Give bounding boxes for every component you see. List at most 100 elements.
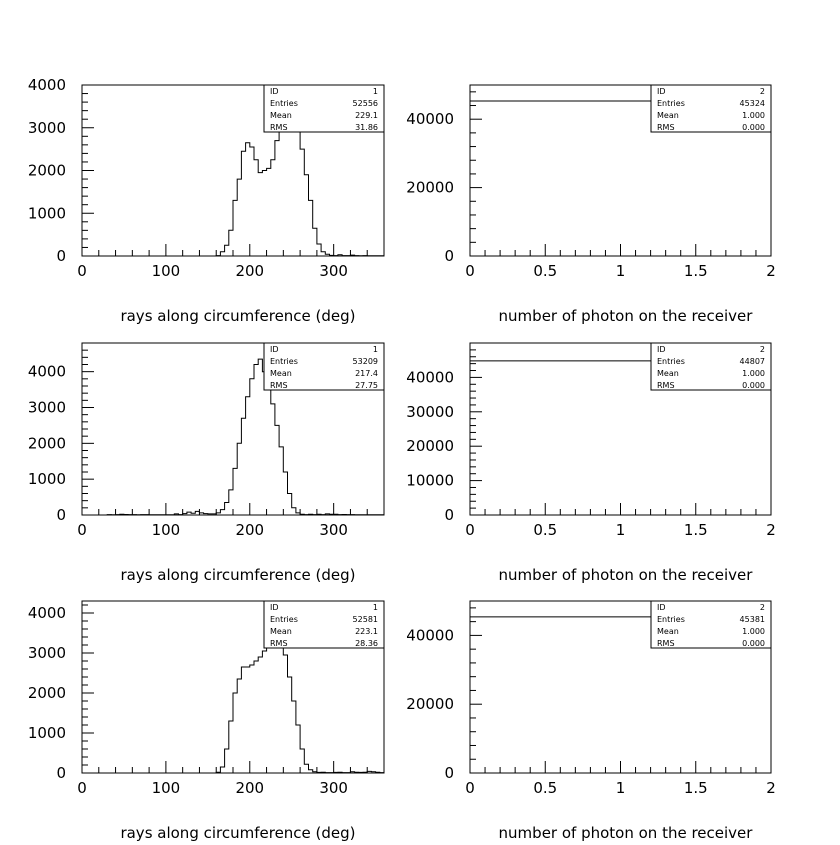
stat-label: RMS bbox=[270, 381, 288, 390]
y-tick-label: 1000 bbox=[28, 204, 66, 222]
stat-value: 31.86 bbox=[355, 123, 378, 132]
stat-label: Mean bbox=[657, 369, 679, 378]
stat-label: RMS bbox=[657, 123, 675, 132]
stat-label: RMS bbox=[657, 639, 675, 648]
stat-label: Entries bbox=[270, 615, 298, 624]
stat-label: Entries bbox=[270, 99, 298, 108]
x-tick-label: 1.5 bbox=[684, 521, 708, 539]
stat-label: ID bbox=[270, 603, 279, 612]
stats-box-frame bbox=[263, 600, 385, 649]
x-tick-label: 200 bbox=[235, 262, 264, 280]
stat-value: 1 bbox=[373, 603, 378, 612]
x-tick-label: 300 bbox=[319, 521, 348, 539]
y-tick-label: 4000 bbox=[28, 604, 66, 622]
y-tick-label: 3000 bbox=[28, 119, 66, 137]
y-tick-label: 20000 bbox=[406, 695, 454, 713]
y-tick-label: 4000 bbox=[28, 363, 66, 381]
stat-value: 27.75 bbox=[355, 381, 378, 390]
x-axis-label: rays along circumference (deg) bbox=[120, 566, 355, 584]
stat-label: Entries bbox=[657, 615, 685, 624]
stat-label: ID bbox=[270, 87, 279, 96]
stat-label: RMS bbox=[270, 123, 288, 132]
x-tick-label: 1 bbox=[616, 521, 626, 539]
stats-box: ID 2 Entries 44807 Mean 1.000 RMS 0.000 bbox=[650, 342, 772, 391]
y-tick-label: 2000 bbox=[28, 684, 66, 702]
y-tick-label: 4000 bbox=[28, 76, 66, 94]
stat-label: RMS bbox=[657, 381, 675, 390]
stat-label: Mean bbox=[270, 111, 292, 120]
histogram-steps bbox=[82, 358, 384, 515]
stats-box: ID 1 Entries 52556 Mean 229.1 RMS 31.86 bbox=[263, 84, 385, 133]
y-tick-label: 20000 bbox=[406, 179, 454, 197]
x-tick-label: 0 bbox=[465, 262, 475, 280]
stat-value: 28.36 bbox=[355, 639, 378, 648]
y-tick-label: 1000 bbox=[28, 470, 66, 488]
y-tick-label: 40000 bbox=[406, 110, 454, 128]
y-tick-label: 20000 bbox=[406, 437, 454, 455]
x-axis-label: number of photon on the receiver bbox=[499, 307, 754, 325]
stat-value: 2 bbox=[760, 87, 765, 96]
x-tick-label: 0 bbox=[77, 521, 87, 539]
stat-value: 45381 bbox=[740, 615, 765, 624]
y-tick-label: 40000 bbox=[406, 626, 454, 644]
x-tick-label: 2 bbox=[766, 779, 776, 797]
y-tick-label: 0 bbox=[444, 764, 454, 782]
stat-value: 0.000 bbox=[742, 123, 765, 132]
stat-label: ID bbox=[657, 603, 666, 612]
stat-label: ID bbox=[270, 345, 279, 354]
stats-box: ID 1 Entries 52581 Mean 223.1 RMS 28.36 bbox=[263, 600, 385, 649]
x-tick-label: 0.5 bbox=[533, 779, 557, 797]
stats-box-frame bbox=[263, 84, 385, 133]
stat-value: 1.000 bbox=[742, 369, 765, 378]
stat-label: Entries bbox=[657, 99, 685, 108]
stat-label: Mean bbox=[270, 369, 292, 378]
y-tick-label: 0 bbox=[56, 247, 66, 265]
y-tick-label: 10000 bbox=[406, 472, 454, 490]
x-tick-label: 0.5 bbox=[533, 262, 557, 280]
stat-label: Mean bbox=[657, 627, 679, 636]
x-tick-label: 2 bbox=[766, 521, 776, 539]
stat-value: 217.4 bbox=[355, 369, 378, 378]
stat-label: RMS bbox=[270, 639, 288, 648]
y-tick-label: 2000 bbox=[28, 162, 66, 180]
y-tick-label: 40000 bbox=[406, 368, 454, 386]
stat-value: 229.1 bbox=[355, 111, 378, 120]
stats-box-frame bbox=[650, 600, 772, 649]
x-tick-label: 0.5 bbox=[533, 521, 557, 539]
stat-value: 52581 bbox=[353, 615, 378, 624]
histogram-panel-6: 0 0.5 1 1.5 2 0 20000 40000 number of photon on … bbox=[406, 600, 776, 842]
stats-box-frame bbox=[263, 342, 385, 391]
x-tick-label: 300 bbox=[319, 262, 348, 280]
stats-box: ID 2 Entries 45381 Mean 1.000 RMS 0.000 bbox=[650, 600, 772, 649]
x-tick-label: 1.5 bbox=[684, 779, 708, 797]
stats-box-frame bbox=[650, 342, 772, 391]
y-tick-label: 0 bbox=[56, 764, 66, 782]
x-tick-label: 1.5 bbox=[684, 262, 708, 280]
histogram-panel-4: 0 0.5 1 1.5 2 0 10000 20000 30000 40000 number of … bbox=[406, 342, 776, 584]
stat-value: 0.000 bbox=[742, 639, 765, 648]
histogram-steps bbox=[82, 632, 384, 773]
y-tick-label: 3000 bbox=[28, 644, 66, 662]
stat-value: 0.000 bbox=[742, 381, 765, 390]
stats-box: ID 1 Entries 53209 Mean 217.4 RMS 27.75 bbox=[263, 342, 385, 391]
stat-value: 44807 bbox=[740, 357, 765, 366]
stat-label: Mean bbox=[657, 111, 679, 120]
x-tick-label: 100 bbox=[152, 521, 181, 539]
stat-value: 2 bbox=[760, 603, 765, 612]
x-tick-label: 200 bbox=[235, 779, 264, 797]
stat-value: 1 bbox=[373, 345, 378, 354]
stat-value: 1.000 bbox=[742, 627, 765, 636]
x-axis-label: rays along circumference (deg) bbox=[120, 824, 355, 842]
y-tick-label: 0 bbox=[444, 247, 454, 265]
stat-value: 1.000 bbox=[742, 111, 765, 120]
y-tick-label: 30000 bbox=[406, 403, 454, 421]
y-tick-label: 1000 bbox=[28, 724, 66, 742]
x-tick-label: 100 bbox=[152, 779, 181, 797]
stats-box: ID 2 Entries 45324 Mean 1.000 RMS 0.000 bbox=[650, 84, 772, 133]
x-tick-label: 0 bbox=[77, 779, 87, 797]
stat-value: 45324 bbox=[740, 99, 765, 108]
stat-label: ID bbox=[657, 345, 666, 354]
